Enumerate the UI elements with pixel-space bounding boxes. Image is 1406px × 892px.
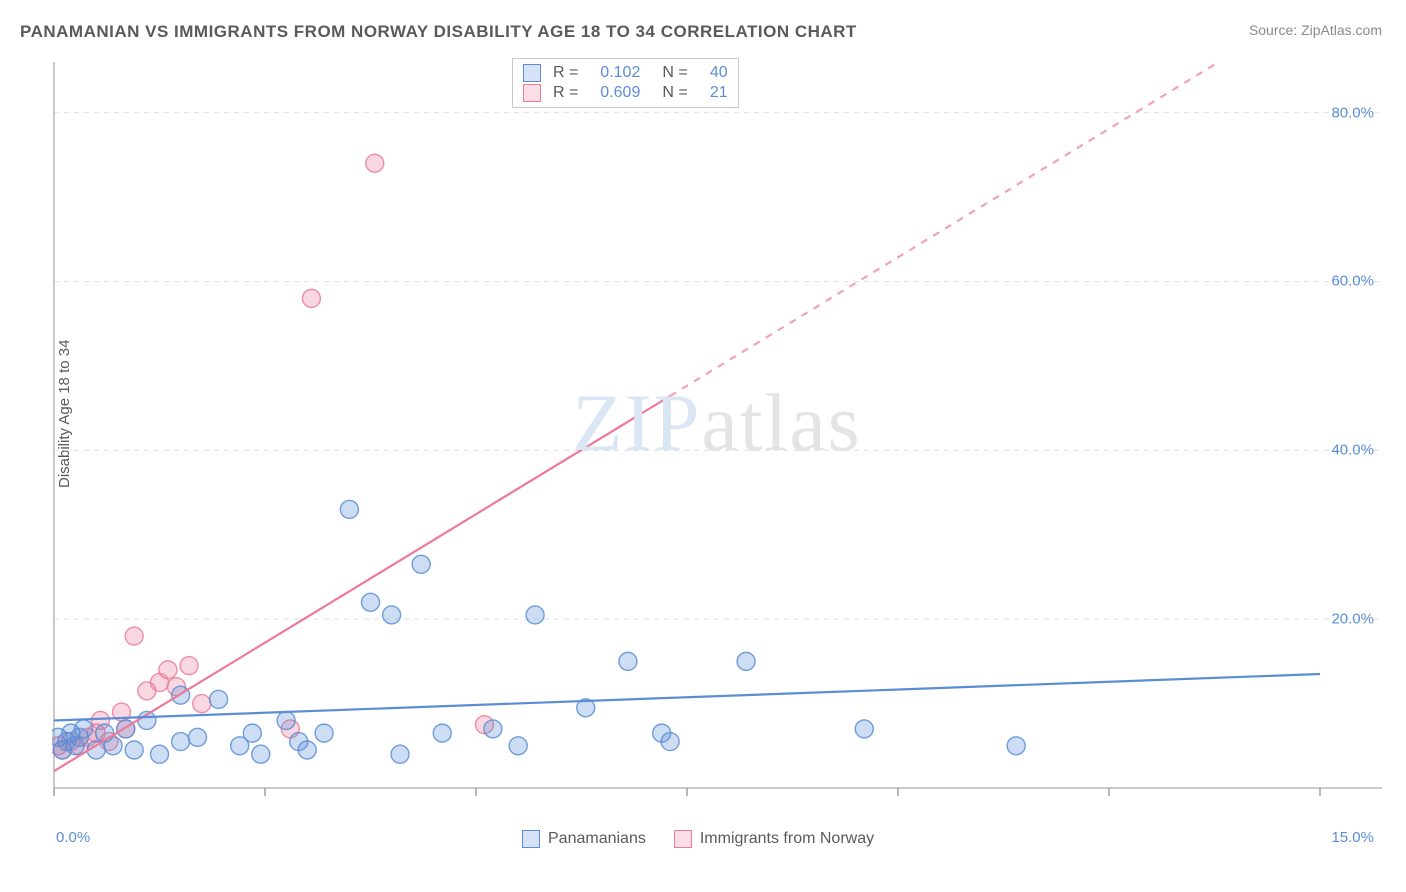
bottom-legend-item: Immigrants from Norway [674,830,874,848]
x-tick-label: 0.0% [56,829,90,846]
legend-label: Immigrants from Norway [700,830,874,848]
y-tick-label: 80.0% [1331,104,1374,121]
legend-label: Panamanians [548,830,646,848]
n-label: N = [662,84,687,102]
legend-swatch [523,64,541,82]
stat-legend-row: R = 0.609 N = 21 [523,83,728,103]
n-value: 40 [696,64,728,82]
r-value: 0.609 [586,84,640,102]
legend-swatch [522,830,540,848]
chart-title: PANAMANIAN VS IMMIGRANTS FROM NORWAY DIS… [20,22,857,42]
r-label: R = [553,64,578,82]
n-value: 21 [696,84,728,102]
stat-legend: R = 0.102 N = 40 R = 0.609 N = 21 [512,58,739,108]
stat-legend-row: R = 0.102 N = 40 [523,63,728,83]
scatter-plot [52,58,1382,818]
source-label: Source: ZipAtlas.com [1249,22,1382,38]
bottom-legend-item: Panamanians [522,830,646,848]
legend-swatch [674,830,692,848]
bottom-legend: Panamanians Immigrants from Norway [522,830,874,848]
y-tick-label: 60.0% [1331,273,1374,290]
x-tick-label: 15.0% [1331,829,1374,846]
n-label: N = [662,64,687,82]
y-tick-label: 20.0% [1331,611,1374,628]
legend-swatch [523,84,541,102]
r-value: 0.102 [586,64,640,82]
r-label: R = [553,84,578,102]
chart-area: Disability Age 18 to 34 ZIPatlas R =0.10… [52,58,1382,818]
y-tick-label: 40.0% [1331,442,1374,459]
